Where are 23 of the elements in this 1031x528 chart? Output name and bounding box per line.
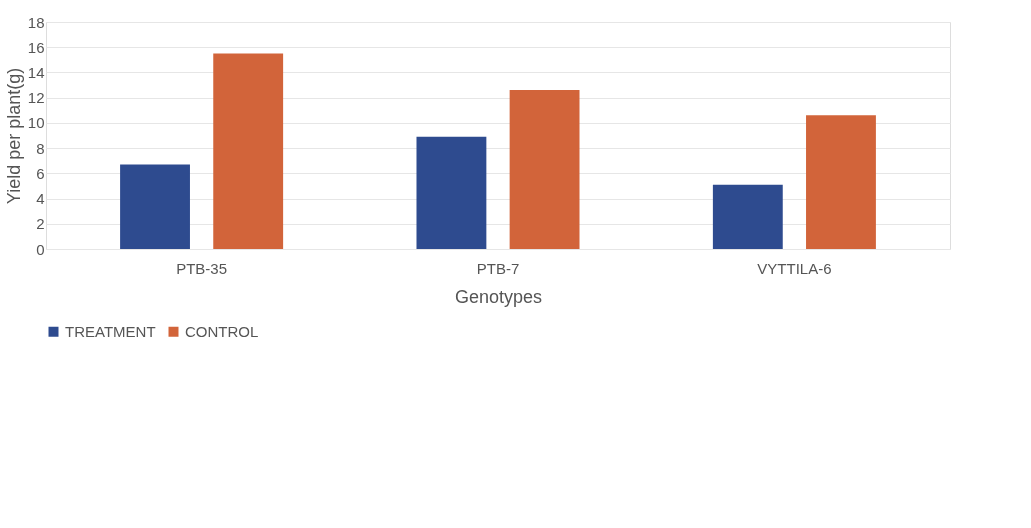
x-axis-title: Genotypes	[454, 286, 543, 307]
x-tick-label: PTB-7	[476, 259, 520, 277]
bar	[509, 90, 580, 249]
legend-label: TREATMENT	[65, 322, 156, 340]
y-tick-label: 12	[27, 89, 45, 107]
y-tick-label: 2	[36, 215, 45, 233]
x-tick-label: PTB-35	[176, 259, 228, 277]
bar	[806, 115, 876, 249]
y-tick-label: 6	[36, 164, 45, 182]
y-tick-label: 8	[36, 139, 45, 157]
y-tick-label: 0	[36, 240, 45, 258]
bar	[120, 164, 190, 249]
y-tick-label: 18	[27, 13, 45, 31]
bar	[712, 184, 783, 249]
bar	[213, 53, 284, 249]
x-tick-label: VYTTILA-6	[757, 259, 832, 277]
bar	[416, 136, 487, 249]
y-axis-title: Yield per plant(g)	[3, 67, 24, 205]
y-tick-label: 4	[36, 190, 45, 208]
y-tick-label: 10	[27, 114, 45, 132]
y-tick-label: 14	[27, 63, 45, 81]
legend-label: CONTROL	[185, 322, 259, 340]
y-tick-label: 16	[27, 38, 45, 56]
